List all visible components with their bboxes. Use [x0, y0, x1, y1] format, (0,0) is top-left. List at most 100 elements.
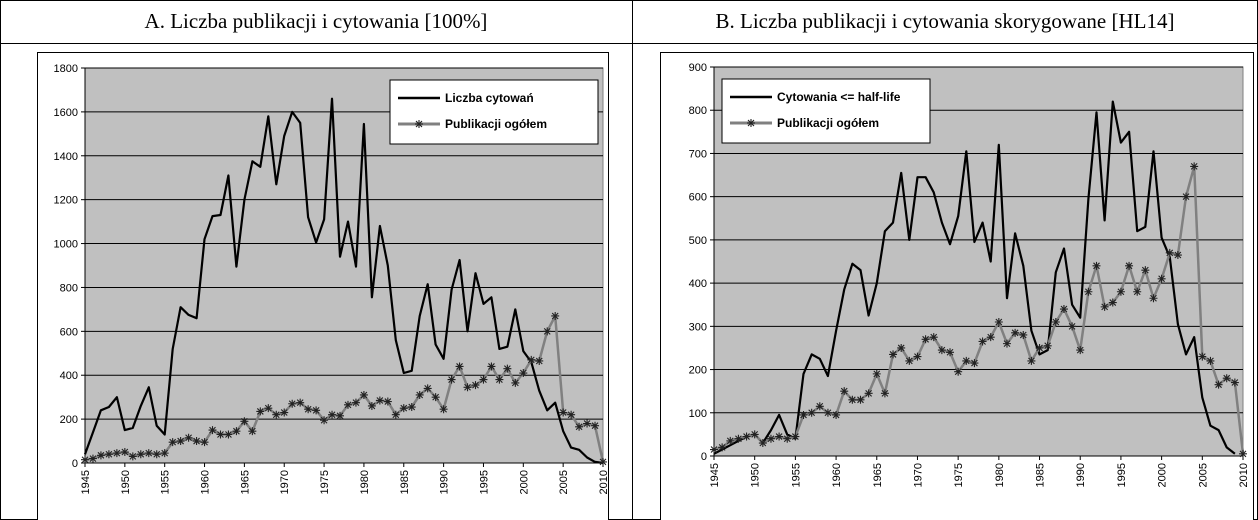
data-point — [583, 419, 592, 428]
x-tick-label: 2005 — [1197, 463, 1209, 487]
series-line — [713, 165, 1245, 454]
data-point — [423, 384, 432, 393]
x-tick-label: 1975 — [319, 470, 331, 494]
legend-marker — [747, 119, 755, 127]
data-point — [1108, 298, 1117, 307]
data-point — [1206, 356, 1215, 365]
y-tick-label: 400 — [60, 370, 78, 382]
legend-marker — [415, 120, 423, 128]
data-point — [503, 364, 512, 373]
x-tick-label: 1965 — [872, 463, 884, 487]
data-point — [216, 430, 225, 439]
data-point — [136, 450, 145, 459]
data-point — [1141, 266, 1150, 275]
data-point — [160, 449, 169, 458]
data-point — [280, 408, 289, 417]
data-point — [970, 359, 979, 368]
data-point — [351, 398, 360, 407]
data-point — [1059, 305, 1068, 314]
data-point — [415, 390, 424, 399]
data-point — [567, 410, 576, 419]
data-point — [264, 404, 273, 413]
data-point — [407, 403, 416, 412]
data-point — [1133, 287, 1142, 296]
data-point — [200, 438, 209, 447]
x-tick-label: 2010 — [598, 470, 610, 494]
data-point — [1222, 374, 1231, 383]
legend-label: Liczba cytowań — [445, 91, 534, 105]
legend-label: Publikacji ogółem — [445, 117, 547, 131]
data-point — [256, 407, 265, 416]
data-point — [272, 410, 281, 419]
data-point — [766, 434, 775, 443]
y-tick-label: 0 — [701, 451, 707, 463]
legend-box — [389, 79, 599, 145]
y-tick-label: 700 — [689, 148, 707, 160]
data-point — [1165, 248, 1174, 257]
y-tick-label: 500 — [689, 235, 707, 247]
data-point — [962, 356, 971, 365]
x-tick-label: 1990 — [439, 470, 451, 494]
data-point — [591, 421, 600, 430]
legend-label: Publikacji ogółem — [777, 116, 879, 130]
x-tick-label: 2010 — [1238, 463, 1250, 487]
data-point — [1092, 261, 1101, 270]
y-tick-label: 800 — [689, 105, 707, 117]
data-point — [718, 443, 727, 452]
data-point — [208, 426, 217, 435]
data-point — [288, 399, 297, 408]
x-tick-label: 1965 — [239, 470, 251, 494]
data-point — [1149, 294, 1158, 303]
x-tick-label: 1955 — [160, 470, 172, 494]
y-tick-label: 600 — [60, 326, 78, 338]
data-point — [742, 432, 751, 441]
x-tick-label: 1995 — [1116, 463, 1128, 487]
data-point — [96, 451, 105, 460]
data-point — [864, 389, 873, 398]
data-point — [775, 432, 784, 441]
legend-box — [721, 78, 931, 144]
data-point — [104, 450, 113, 459]
data-point — [946, 348, 955, 357]
x-tick-label: 1945 — [709, 463, 721, 487]
series-line — [713, 100, 1236, 455]
data-point — [799, 410, 808, 419]
data-point — [758, 439, 767, 448]
data-point — [296, 398, 305, 407]
data-point — [1239, 449, 1247, 458]
data-point — [455, 362, 464, 371]
y-tick-label: 1400 — [54, 151, 78, 163]
x-tick-label: 1995 — [478, 470, 490, 494]
x-tick-label: 2005 — [558, 470, 570, 494]
data-point — [1190, 162, 1199, 171]
x-tick-label: 1985 — [399, 470, 411, 494]
y-tick-label: 1000 — [54, 239, 78, 251]
data-point — [872, 369, 881, 378]
data-point — [304, 405, 313, 414]
data-point — [1100, 302, 1109, 311]
data-point — [897, 343, 906, 352]
data-point — [1027, 356, 1036, 365]
data-point — [399, 404, 408, 413]
data-point — [543, 327, 552, 336]
data-point — [856, 395, 865, 404]
data-point — [152, 450, 161, 459]
y-tick-label: 800 — [60, 282, 78, 294]
data-point — [1051, 318, 1060, 327]
data-point — [726, 436, 735, 445]
data-point — [248, 427, 257, 436]
y-tick-label: 100 — [689, 408, 707, 420]
x-tick-label: 1960 — [200, 470, 212, 494]
data-point — [1084, 287, 1093, 296]
data-point — [1125, 261, 1134, 270]
data-point — [994, 318, 1003, 327]
x-tick-label: 2000 — [518, 470, 530, 494]
y-tick-label: 1200 — [54, 195, 78, 207]
data-point — [559, 408, 568, 417]
data-point — [479, 375, 488, 384]
y-tick-label: 600 — [689, 192, 707, 204]
data-point — [487, 362, 496, 371]
data-point — [1116, 287, 1125, 296]
x-tick-label: 2000 — [1157, 463, 1169, 487]
